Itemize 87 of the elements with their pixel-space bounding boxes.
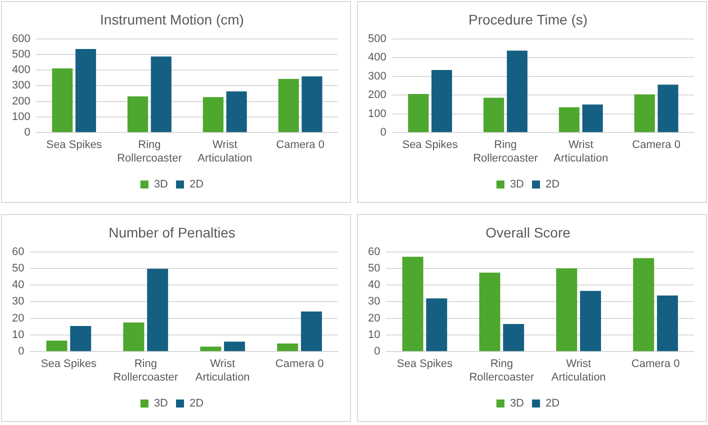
legend-label: 3D xyxy=(510,178,524,191)
bar xyxy=(633,258,654,352)
x-tick-label: Wrist Articulation xyxy=(551,358,606,384)
y-tick-label: 400 xyxy=(12,64,30,76)
y-tick-label: 0 xyxy=(380,126,386,139)
bar xyxy=(277,343,298,352)
bar xyxy=(408,94,429,132)
bar xyxy=(556,268,578,352)
chart-title: Procedure Time (s) xyxy=(468,11,588,28)
x-tick-label: Ring Rollercoaster xyxy=(117,139,182,164)
y-tick-label: 20 xyxy=(12,312,24,324)
y-tick-label: 20 xyxy=(368,312,380,324)
x-tick-label: Ring Rollercoaster xyxy=(473,139,538,164)
legend-label: 2D xyxy=(546,178,560,191)
y-tick-label: 500 xyxy=(12,48,30,60)
x-tick-label: Camera 0 xyxy=(275,358,324,370)
y-tick-label: 0 xyxy=(24,126,30,139)
y-tick-label: 10 xyxy=(368,329,380,341)
x-tick-label: Wrist Articulation xyxy=(198,139,252,164)
legend-label: 2D xyxy=(190,398,204,410)
legend-label: 3D xyxy=(154,178,168,191)
bar xyxy=(147,268,168,352)
bar xyxy=(75,48,96,132)
bar xyxy=(224,342,246,352)
x-tick-label: Wrist Articulation xyxy=(554,139,608,164)
bar xyxy=(226,91,247,132)
bar xyxy=(558,107,580,132)
x-tick-label: Camera 0 xyxy=(632,139,680,152)
x-tick-label: Ring Rollercoaster xyxy=(113,358,178,384)
bar xyxy=(483,98,504,132)
chart-title: Overall Score xyxy=(486,224,571,240)
bar xyxy=(52,68,73,132)
x-tick-label: Sea Spikes xyxy=(396,358,454,370)
x-tick-label: Wrist Articulation xyxy=(195,358,250,384)
bar xyxy=(426,298,448,352)
y-tick-label: 60 xyxy=(12,246,24,258)
bar xyxy=(506,50,528,132)
legend-label: 3D xyxy=(154,398,168,410)
y-tick-label: 0 xyxy=(18,346,24,358)
bar xyxy=(503,324,524,352)
x-tick-label: Sea Spikes xyxy=(46,139,102,152)
y-tick-label: 40 xyxy=(368,279,380,292)
bar xyxy=(479,272,500,352)
y-tick-label: 100 xyxy=(12,111,30,123)
y-tick-label: 200 xyxy=(12,95,30,108)
bar xyxy=(202,97,224,132)
bar xyxy=(402,256,424,352)
bar xyxy=(431,70,452,132)
y-tick-label: 0 xyxy=(374,346,380,358)
y-tick-label: 50 xyxy=(368,262,380,274)
bar xyxy=(634,94,655,132)
bar xyxy=(582,104,603,132)
y-tick-label: 100 xyxy=(368,108,386,120)
y-tick-label: 30 xyxy=(12,296,24,308)
legend-label: 2D xyxy=(190,178,204,191)
bar xyxy=(127,96,148,132)
y-tick-label: 300 xyxy=(368,70,386,82)
y-tick-label: 60 xyxy=(368,246,380,258)
y-tick-label: 600 xyxy=(12,32,30,45)
bar xyxy=(200,346,222,352)
bar xyxy=(658,84,678,132)
y-tick-label: 40 xyxy=(12,279,24,292)
bar xyxy=(278,78,299,132)
bar xyxy=(580,290,602,352)
bar xyxy=(656,296,678,352)
y-tick-label: 300 xyxy=(12,80,30,92)
bar xyxy=(123,322,144,352)
y-tick-label: 50 xyxy=(12,262,24,274)
bar xyxy=(46,340,68,352)
legend-label: 3D xyxy=(510,398,524,410)
chart-title: Number of Penalties xyxy=(108,224,236,240)
x-tick-label: Sea Spikes xyxy=(402,139,458,152)
x-tick-label: Ring Rollercoaster xyxy=(469,358,534,384)
y-tick-label: 200 xyxy=(368,89,386,102)
bar xyxy=(150,56,172,132)
y-tick-label: 10 xyxy=(12,329,24,341)
bar xyxy=(70,326,92,352)
x-tick-label: Sea Spikes xyxy=(40,358,98,370)
bar xyxy=(300,312,322,352)
y-tick-label: 500 xyxy=(368,32,386,45)
y-tick-label: 400 xyxy=(368,52,386,64)
y-tick-label: 30 xyxy=(368,296,380,308)
bar xyxy=(302,76,322,132)
chart-title: Instrument Motion (cm) xyxy=(100,11,244,28)
legend-label: 2D xyxy=(546,398,560,410)
x-tick-label: Camera 0 xyxy=(276,139,324,152)
x-tick-label: Camera 0 xyxy=(631,358,680,370)
